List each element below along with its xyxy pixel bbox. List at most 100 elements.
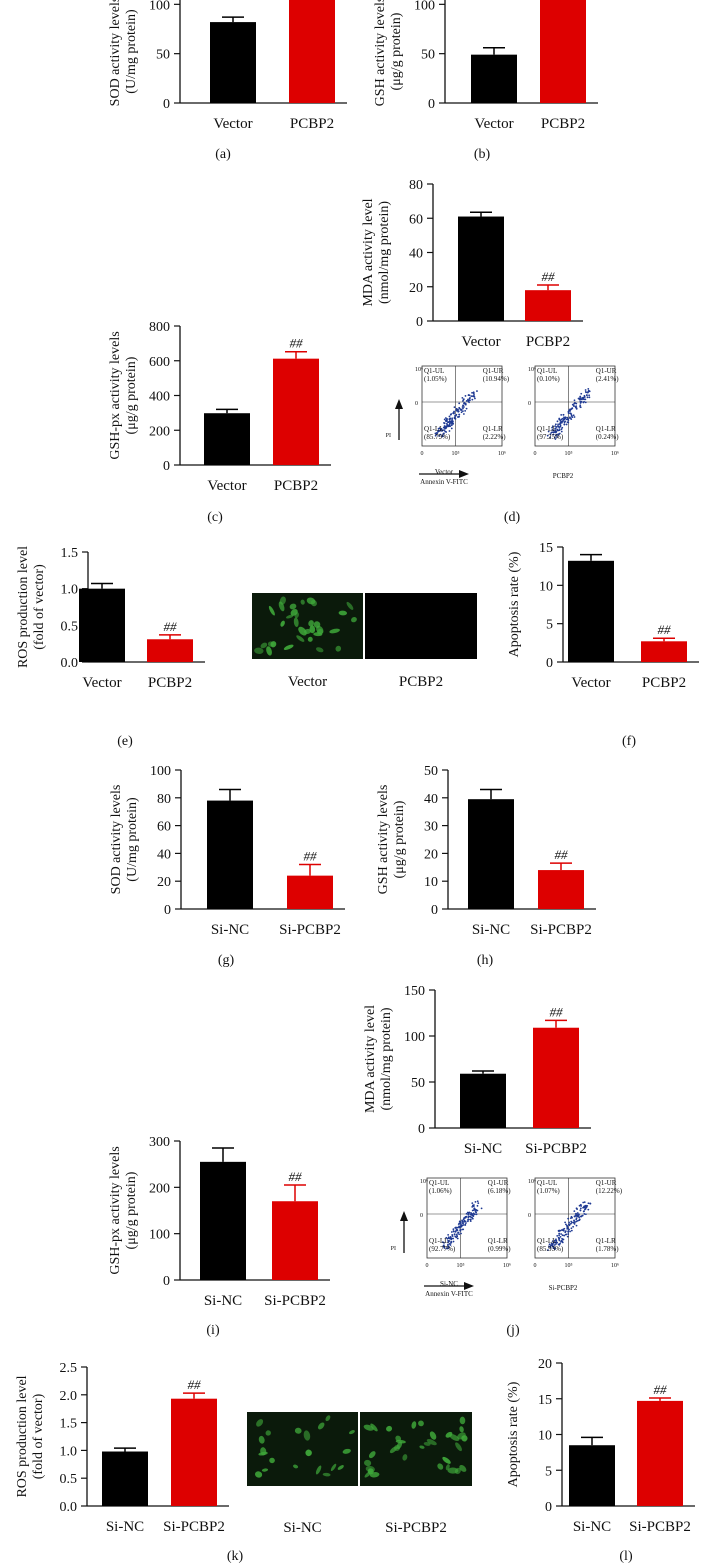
y-tick-label: 1.0 — [60, 1444, 78, 1459]
quadrant-label: Q1-UL (0.10%) — [537, 367, 560, 383]
flow-event — [579, 395, 582, 398]
flow-event — [571, 407, 574, 410]
chart-c: 0 200 400 600 800 Vector ## PCBP2 GSH-px activit… — [108, 320, 331, 525]
flow-event — [561, 426, 564, 429]
y-tick-label: 0 — [163, 97, 170, 112]
flow-event — [576, 1215, 579, 1218]
flow-event — [560, 421, 563, 423]
y-axis-label: GSH activity levels — [376, 785, 391, 895]
flow-event — [565, 1223, 567, 1226]
flow-event — [551, 431, 554, 434]
flow-event — [564, 420, 567, 423]
y-tick-label: 100 — [149, 1228, 170, 1243]
category-label: Si-NC — [204, 1293, 242, 1309]
flow-event — [465, 399, 468, 402]
flow-event — [561, 1229, 564, 1232]
flow-event — [556, 428, 559, 431]
flow-event — [457, 1232, 459, 1234]
flow-event — [555, 426, 558, 428]
flow-event — [453, 411, 455, 414]
quadrant-label-line: Q1-UL — [429, 1179, 449, 1187]
flow-event — [571, 416, 574, 419]
bar-vector — [210, 22, 256, 103]
flow-event — [584, 389, 587, 391]
y-tick-label: 100 — [404, 1030, 425, 1045]
flow-event — [577, 1213, 580, 1216]
y-axis-label: (U/mg protein) — [125, 797, 140, 882]
flow-event — [569, 417, 571, 419]
fluorescent-cell — [303, 628, 311, 635]
flow-event — [570, 413, 573, 416]
bar-si-nc — [102, 1451, 148, 1506]
y-tick-label: 0 — [546, 656, 553, 671]
flow-event — [456, 408, 459, 411]
flow-event — [463, 1217, 465, 1219]
flow-tick-label: 0 — [415, 401, 418, 407]
fluorescent-cell — [269, 1457, 275, 1464]
flow-tick-label: 10⁶ — [503, 1263, 511, 1269]
flow-event — [462, 1228, 465, 1231]
fluorescent-cell — [256, 1419, 264, 1427]
y-tick-label: 0 — [163, 459, 170, 474]
flow-event — [583, 1213, 586, 1215]
flow-event — [456, 1237, 459, 1240]
flow-event — [546, 434, 549, 437]
flow-event — [548, 1243, 551, 1246]
flow-event — [435, 433, 438, 436]
flow-event — [448, 1246, 450, 1249]
flow-event — [450, 1231, 453, 1233]
y-axis-label: (μg/g protein) — [124, 356, 139, 434]
bar-si-pcbp2 — [272, 1201, 318, 1280]
fluorescent-cell — [363, 1424, 374, 1431]
quadrant-label-line: Q1-LL — [537, 425, 556, 433]
y-tick-label: 40 — [424, 792, 438, 807]
flow-event — [458, 413, 460, 416]
panel-label: (c) — [207, 510, 223, 525]
y-axis-label: MDA activity level — [361, 198, 376, 306]
flow-event — [473, 396, 476, 398]
flow-event — [548, 1245, 550, 1248]
flow-tick-label: 10⁵ — [565, 1263, 573, 1269]
category-label: Si-NC — [464, 1141, 502, 1157]
flow-event — [570, 418, 573, 420]
flow-event — [554, 438, 557, 440]
category-label: Si-PCBP2 — [163, 1519, 225, 1535]
flow-event — [465, 407, 468, 410]
significance-mark: ## — [164, 619, 178, 634]
flow-tick-label: 0 — [534, 1263, 537, 1269]
significance-mark: ## — [290, 336, 304, 351]
quadrant-label: Q1-LL (97.25%) — [537, 425, 564, 441]
bar-si-pcbp2 — [287, 875, 333, 909]
fluorescent-cell — [455, 1442, 462, 1452]
flow-event — [553, 1244, 556, 1246]
fluorescent-cell — [454, 1467, 461, 1475]
flow-event — [465, 1222, 467, 1224]
significance-mark: ## — [542, 269, 556, 284]
arrow-head-icon — [459, 470, 469, 478]
flow-event — [584, 1207, 587, 1209]
quadrant-label-line: Q1-UR — [596, 1179, 617, 1187]
flow-tick-label: 10⁶ — [611, 451, 619, 457]
flow-event — [575, 1218, 578, 1221]
flow-event — [557, 424, 559, 427]
y-axis-label: GSH-px activity levels — [108, 331, 123, 459]
flow-event — [451, 1235, 454, 1238]
flow-event — [439, 430, 441, 432]
flow-event — [576, 1214, 579, 1217]
flow-event — [445, 1236, 448, 1239]
chart-a: 0 50 100 Vector PCBP2 SOD activity levels (U/m… — [108, 0, 347, 162]
flow-event — [575, 402, 578, 405]
y-tick-label: 2.0 — [60, 1389, 78, 1404]
y-tick-label: 100 — [414, 0, 435, 13]
y-tick-label: 800 — [149, 320, 170, 335]
flow-sample-name: PCBP2 — [553, 472, 574, 480]
quadrant-label: Q1-UR (6.18%) — [488, 1179, 511, 1195]
flow-event — [451, 417, 454, 420]
flow-event — [472, 391, 475, 394]
flow-event — [459, 1222, 462, 1225]
flow-event — [458, 1226, 461, 1229]
flow-event — [448, 418, 451, 421]
flow-panel-j: Q1-UL (1.06%)Q1-UR (6.18%)Q1-LL (92.77%)Q1-… — [391, 1177, 623, 1338]
flow-event — [557, 423, 560, 426]
fluorescent-cell — [294, 612, 299, 619]
